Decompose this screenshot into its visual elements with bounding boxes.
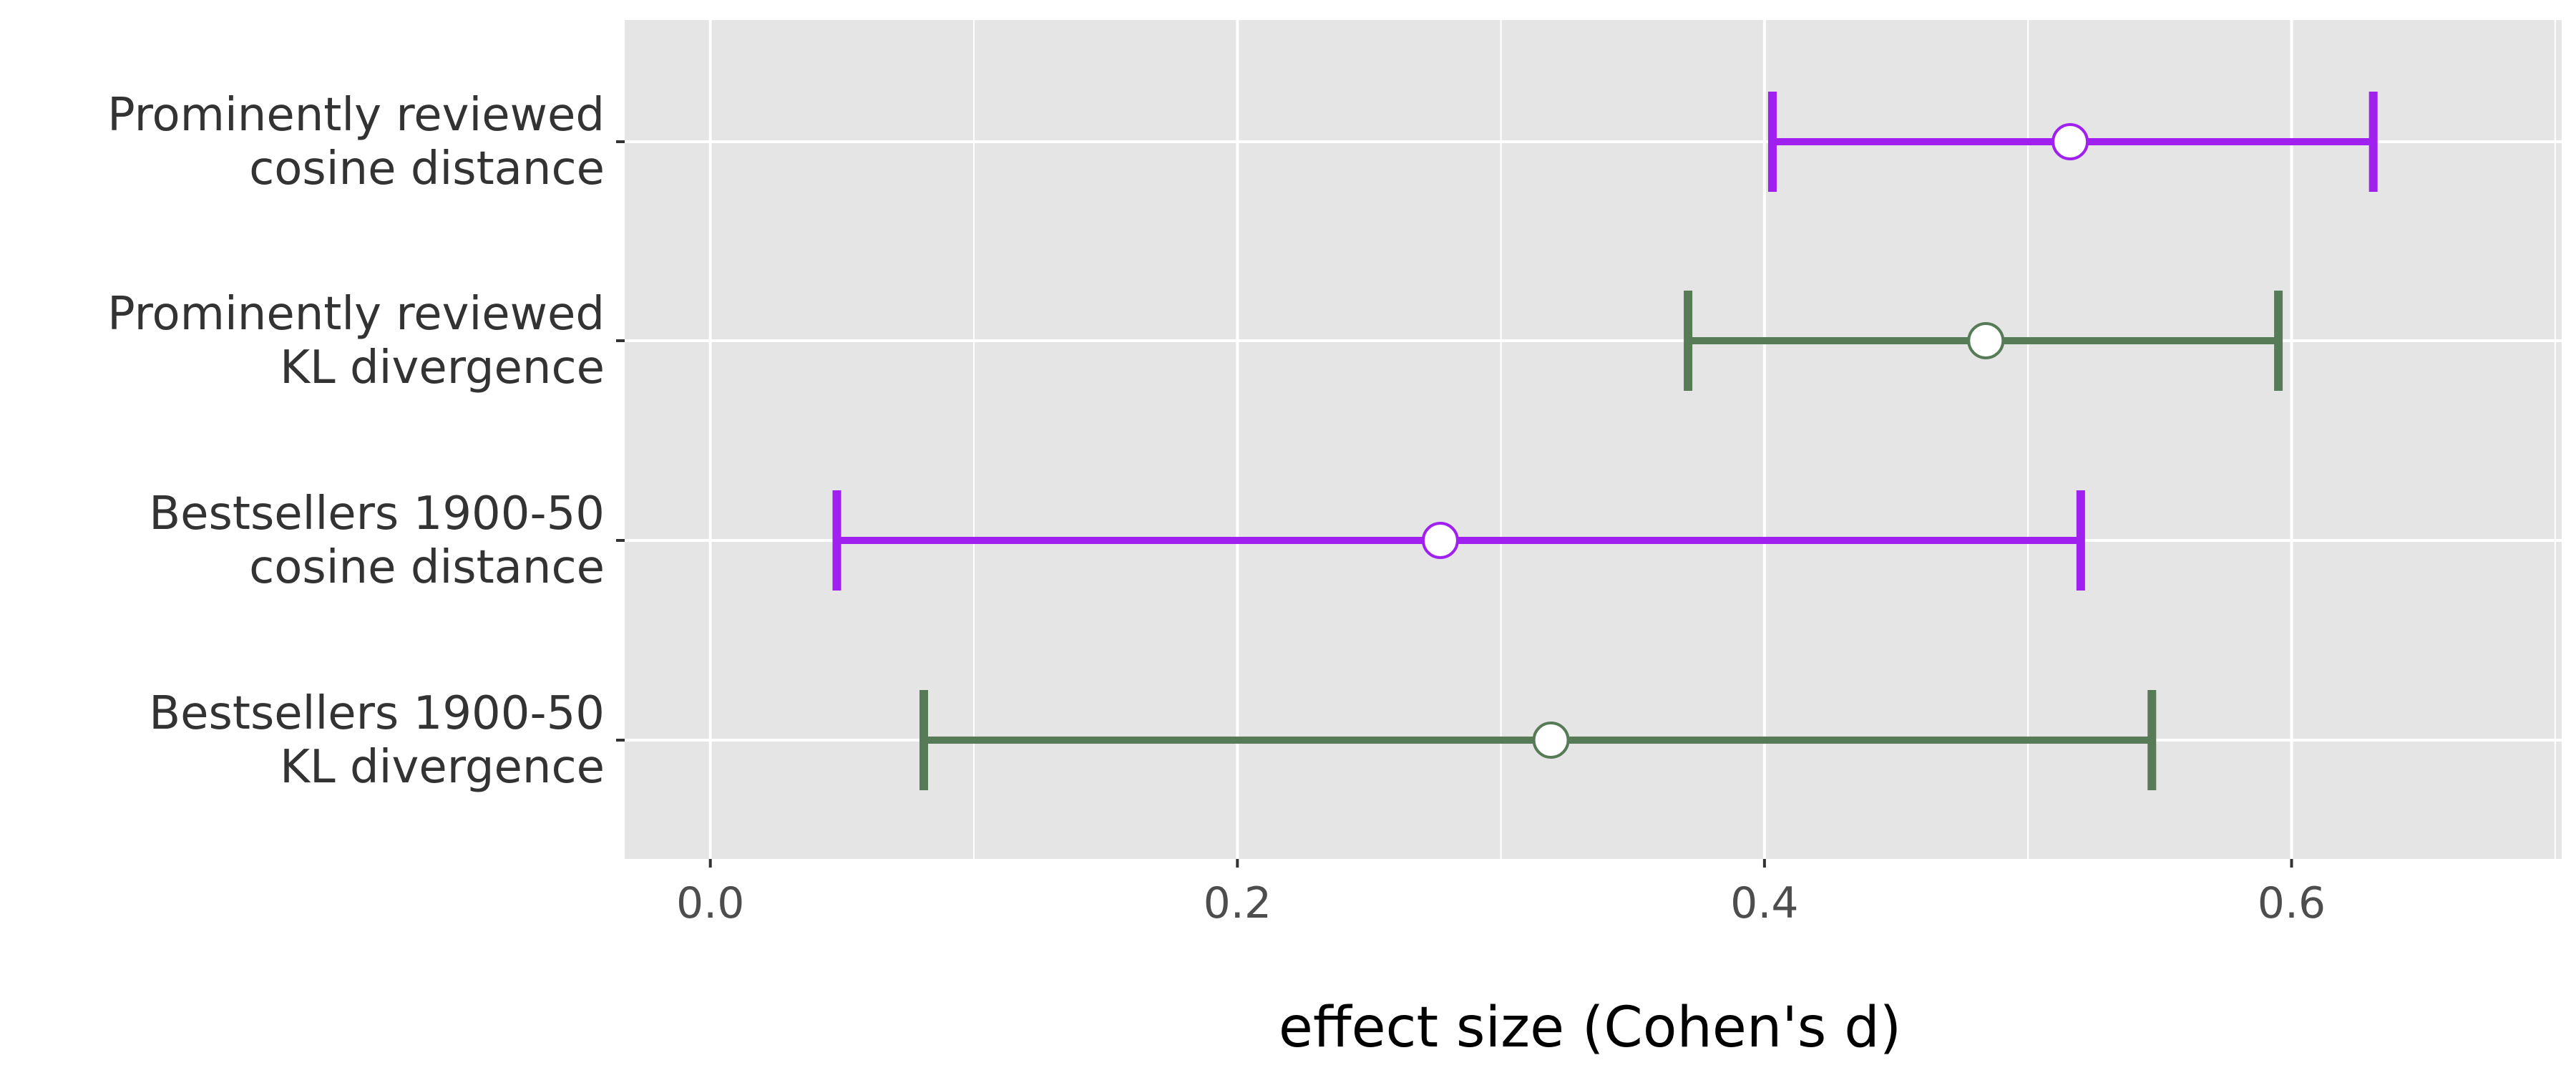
- x-axis-title: effect size (Cohen's d): [1279, 996, 1901, 1060]
- x-tick-label-2: 0.4: [1730, 878, 1798, 928]
- y-category-label-line1-3: Bestsellers 1900-50: [149, 687, 605, 740]
- estimate-points: [1421, 123, 2089, 759]
- y-category-label-line2-3: KL divergence: [280, 741, 605, 794]
- y-category-label-line1-2: Bestsellers 1900-50: [149, 487, 605, 540]
- panel-background: [625, 20, 2562, 859]
- y-category-label-line2-2: cosine distance: [249, 541, 605, 594]
- x-tick-label-0: 0.0: [676, 878, 744, 928]
- y-category-label-line2-0: cosine distance: [249, 142, 605, 195]
- x-tick-label-3: 0.6: [2258, 878, 2326, 928]
- estimate-point-2: [1421, 522, 1459, 559]
- estimate-point-1: [1967, 322, 2005, 359]
- x-axis-ticks: 0.0 0.2 0.4 0.6: [676, 859, 2326, 928]
- y-category-label-line2-1: KL divergence: [280, 341, 605, 394]
- estimate-point-0: [2051, 123, 2089, 160]
- estimate-point-3: [1532, 722, 1570, 759]
- y-category-label-line1-1: Prominently reviewed: [107, 288, 605, 341]
- y-axis-ticks: [616, 140, 625, 742]
- y-category-label-line1-0: Prominently reviewed: [107, 89, 605, 142]
- x-tick-label-1: 0.2: [1204, 878, 1272, 928]
